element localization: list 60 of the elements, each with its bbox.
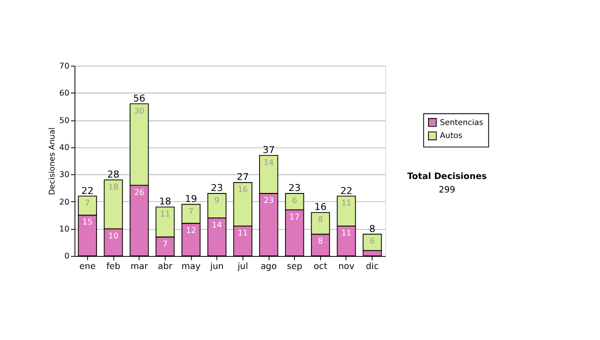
y-tick-label: 70	[59, 61, 70, 70]
total-label: 23	[288, 183, 301, 194]
data-label: 18	[108, 182, 118, 192]
data-label: 15	[82, 218, 92, 227]
x-tick-label: ene	[79, 262, 96, 272]
x-tick-label: jul	[236, 262, 248, 272]
y-tick-label: 50	[59, 116, 70, 125]
total-label: 23	[210, 183, 223, 194]
data-label: 11	[238, 228, 248, 238]
y-tick-label: 0	[64, 252, 70, 261]
x-tick-label: dic	[366, 262, 379, 272]
data-label: 26	[134, 188, 144, 197]
y-tick-label: 30	[59, 170, 70, 180]
data-label: 17	[290, 212, 300, 222]
x-tick-label: abr	[158, 262, 173, 272]
total-label: 56	[133, 93, 146, 104]
x-tick-label: nov	[338, 262, 354, 272]
total-label: 27	[236, 172, 249, 184]
total-label: 22	[81, 186, 94, 197]
y-tick-label: 60	[59, 88, 70, 98]
y-axis-title: Decisiones Anual	[48, 127, 57, 196]
total-label: 22	[340, 186, 352, 197]
total-label: 37	[262, 145, 275, 156]
x-tick-label: ago	[260, 262, 277, 272]
y-tick-label: 20	[59, 197, 70, 206]
data-label: 12	[186, 226, 196, 235]
data-label: 6	[370, 236, 375, 246]
total-label: 8	[369, 224, 376, 235]
data-label: 14	[212, 220, 222, 230]
legend-label: Sentencias	[440, 118, 484, 127]
x-tick-label: mar	[130, 262, 148, 272]
total-label: 16	[314, 202, 327, 214]
y-tick-label: 10	[59, 224, 70, 234]
text: 299	[438, 186, 456, 196]
data-label: 8	[318, 236, 323, 246]
x-tick-label: feb	[106, 262, 121, 272]
data-label: 7	[188, 206, 194, 216]
data-label: 14	[264, 158, 274, 167]
x-tick-label: may	[182, 262, 200, 272]
data-label: 11	[341, 228, 352, 238]
data-label: 16	[238, 185, 248, 194]
data-label: 8	[318, 214, 323, 224]
legend-label: Autos	[440, 131, 462, 140]
total-label: 28	[107, 169, 120, 180]
data-label: 7	[162, 239, 168, 248]
x-tick-label: oct	[314, 262, 328, 272]
total-label: 18	[159, 196, 172, 208]
total-label: 19	[184, 194, 198, 205]
data-label: 11	[341, 198, 352, 208]
data-label: 7	[84, 198, 90, 208]
y-tick-label: 40	[59, 143, 70, 152]
x-tick-label: jun	[209, 262, 224, 272]
text: Total Decisiones	[407, 172, 487, 182]
data-label: 10	[108, 231, 118, 240]
data-label: 11	[160, 210, 170, 219]
data-label: 30	[134, 106, 144, 116]
data-label: 9	[214, 196, 220, 205]
data-label: 23	[264, 196, 274, 205]
x-tick-label: sep	[286, 262, 303, 272]
data-label: 6	[292, 196, 298, 205]
